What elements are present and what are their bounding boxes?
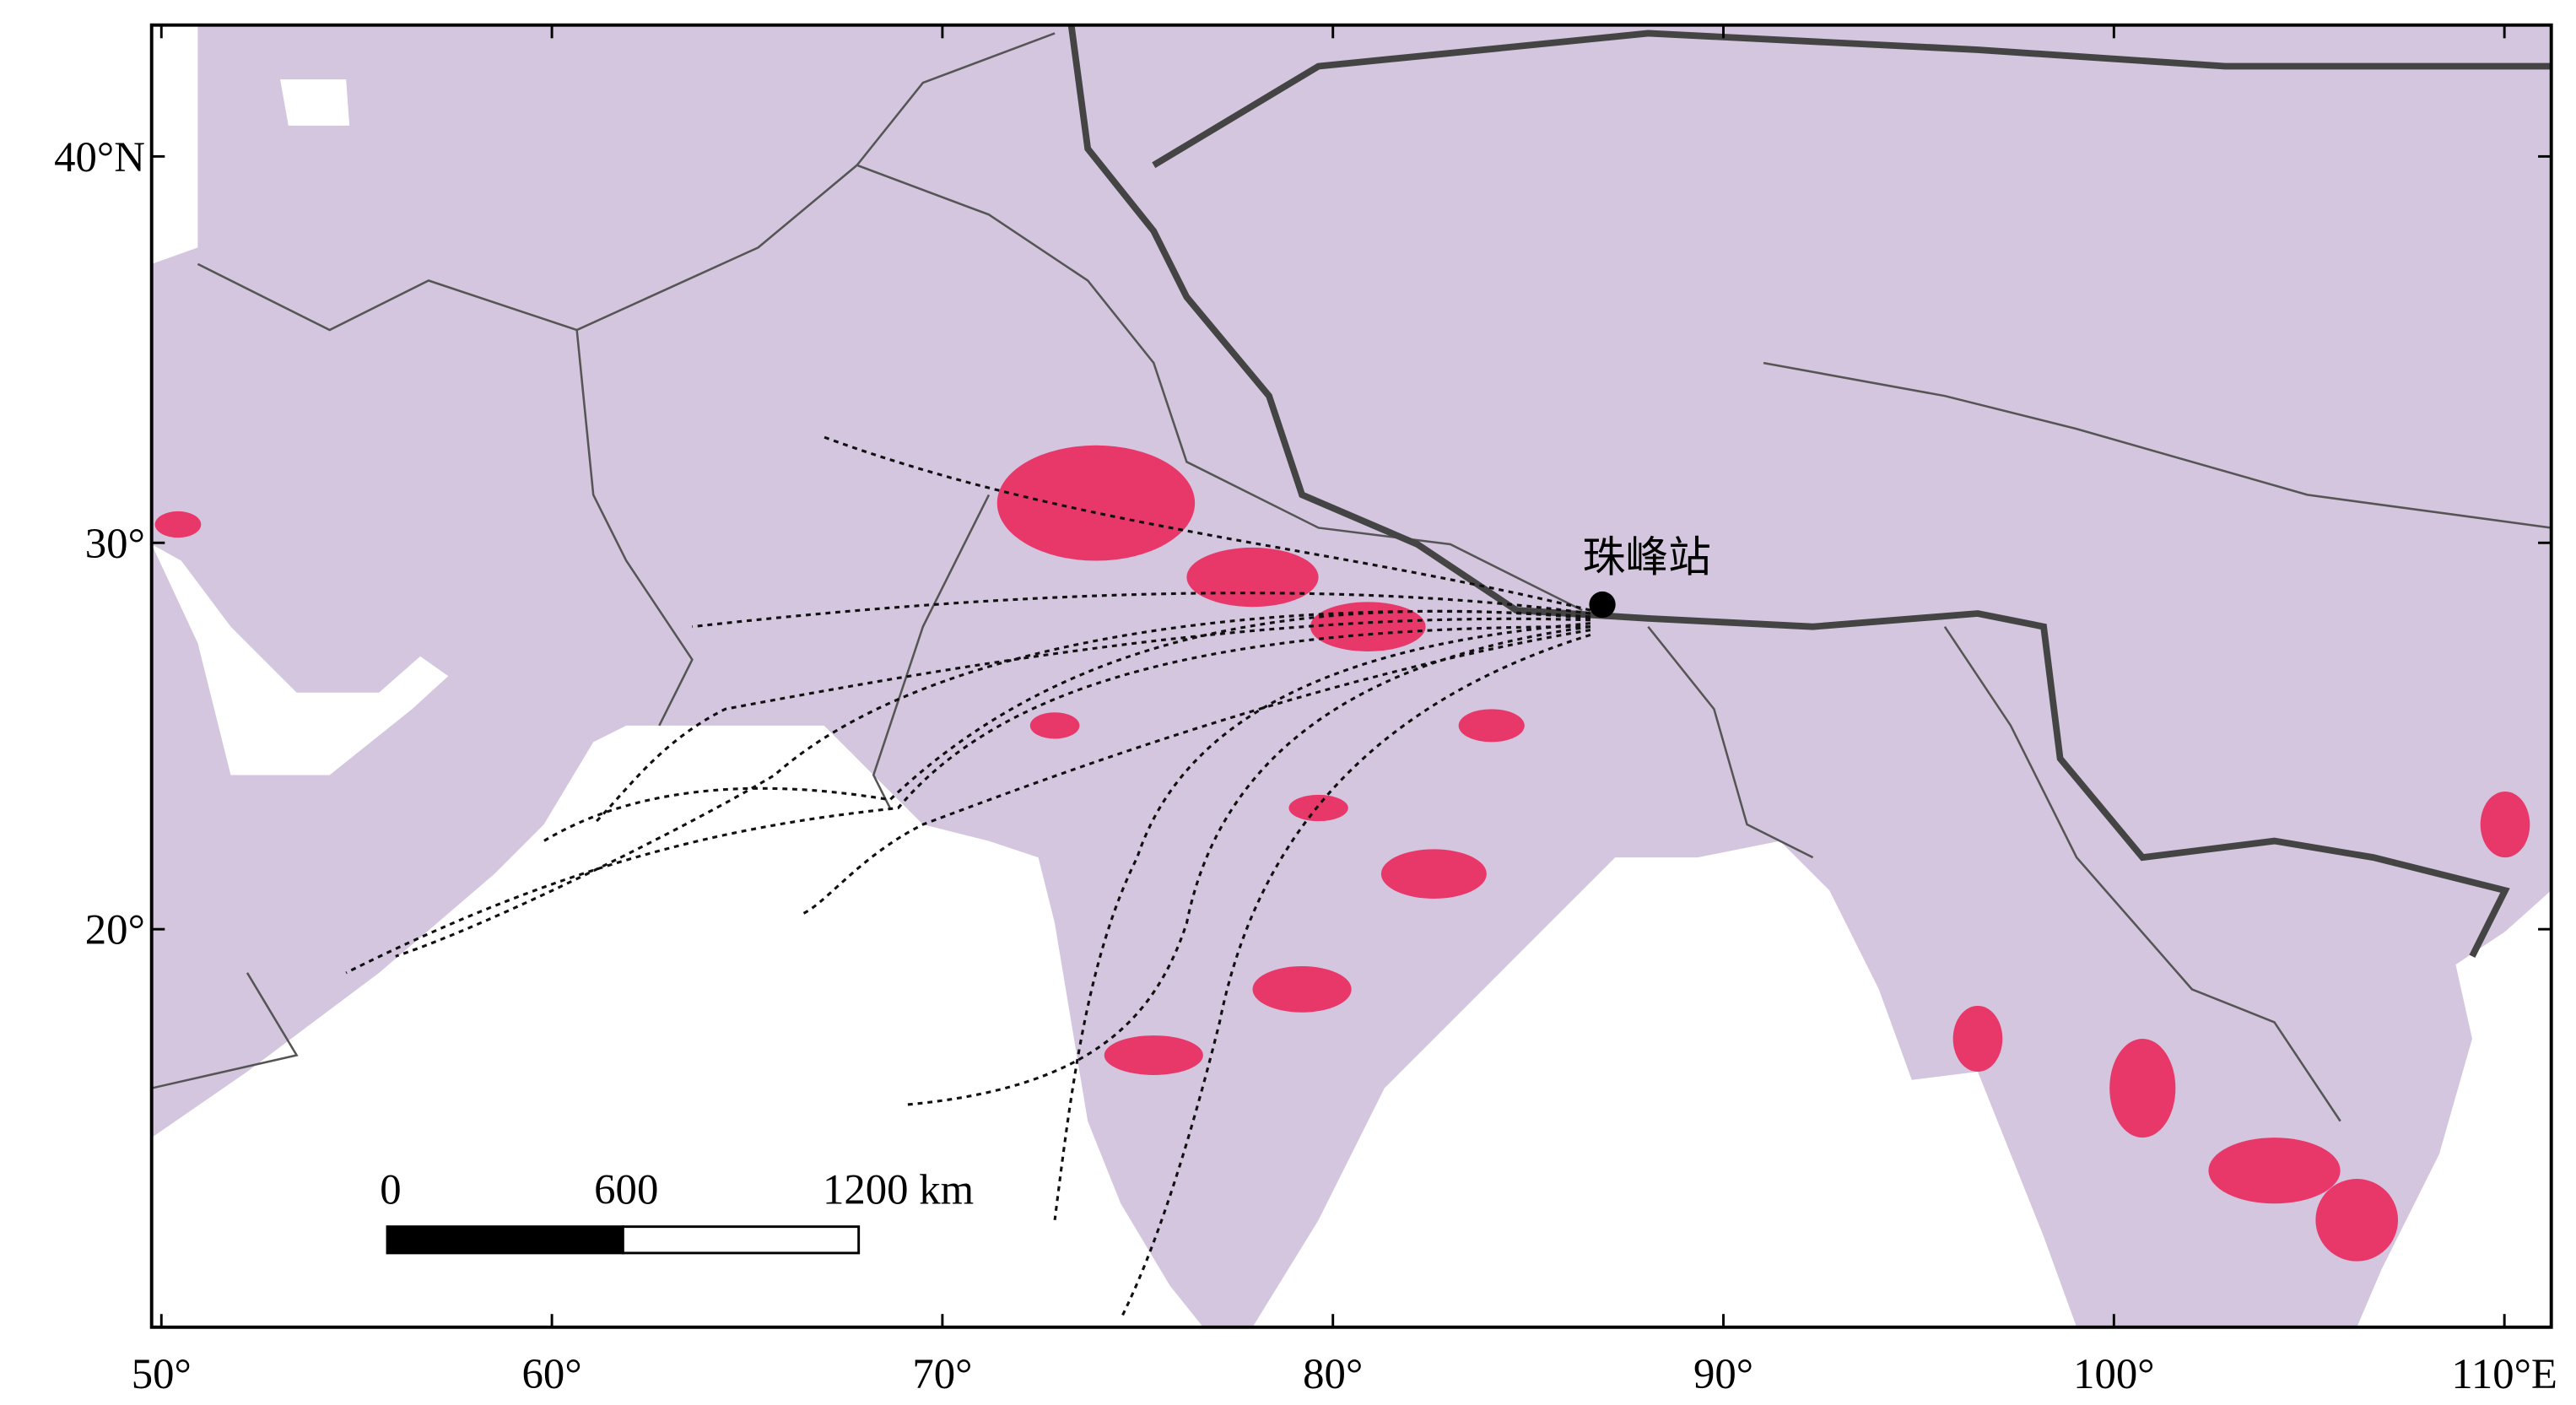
- scale-label: 1200 km: [823, 1165, 974, 1213]
- station-marker: [1589, 591, 1616, 619]
- x-tick-label: 50°: [132, 1350, 192, 1397]
- y-tick-label: 20°: [85, 906, 145, 954]
- x-tick-label: 80°: [1303, 1350, 1363, 1397]
- map-frame: [149, 23, 2553, 1329]
- fire-points: [154, 445, 2530, 1262]
- x-tick-label: 70°: [912, 1350, 972, 1397]
- scale-bar-black: [386, 1225, 624, 1255]
- scale-label: 600: [594, 1165, 658, 1213]
- seas: [151, 24, 2552, 1327]
- borders: [151, 24, 2552, 1122]
- x-tick-label: 110°E: [2451, 1350, 2557, 1397]
- y-tick-label: 30°: [85, 520, 145, 567]
- scale-bar-white: [621, 1225, 861, 1255]
- x-tick-label: 60°: [522, 1350, 582, 1397]
- scale-bar: 0 600 1200 km: [380, 1165, 974, 1255]
- x-tick-label: 90°: [1693, 1350, 1753, 1397]
- map-body: [151, 24, 2552, 1327]
- x-tick-label: 100°: [2073, 1350, 2154, 1397]
- y-tick-label: 40°N: [54, 133, 145, 181]
- station-label: 珠峰站: [1583, 533, 1711, 581]
- scale-label: 0: [380, 1165, 401, 1213]
- trajectories: [345, 435, 1591, 1320]
